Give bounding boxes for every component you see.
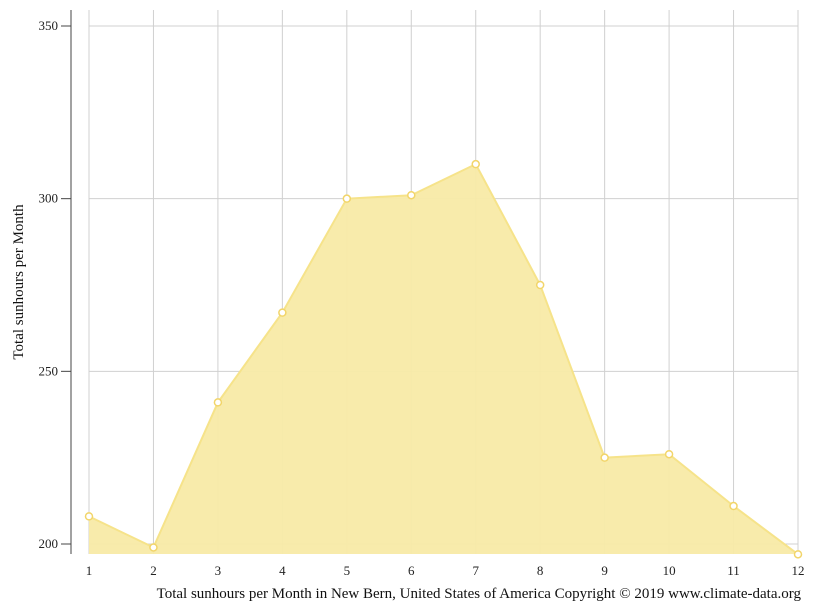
data-point-month-3[interactable] [213,398,223,407]
x-tick-label: 2 [150,563,157,578]
x-tick-label: 3 [215,563,222,578]
y-tick-label: 350 [39,18,59,33]
sunhours-series-line [88,162,799,556]
x-tick-label: 4 [279,563,286,578]
x-tick-label: 11 [727,563,740,578]
data-point-month-4[interactable] [278,308,287,317]
x-tick-label: 9 [601,563,608,578]
data-point-month-11[interactable] [729,501,738,511]
y-tick-label: 200 [39,536,59,551]
data-point-month-7[interactable] [471,159,480,169]
sunhours-area-fill [89,164,798,555]
data-point-month-6[interactable] [407,190,416,200]
x-tick-label: 12 [792,563,805,578]
x-tick-label: 5 [344,563,351,578]
y-axis-title: Total sunhours per Month [11,204,27,360]
chart-caption: Total sunhours per Month in New Bern, Un… [157,586,802,602]
data-point-month-12[interactable] [793,550,803,559]
y-tick-label: 250 [39,363,59,378]
data-point-month-9[interactable] [600,453,609,462]
data-point-month-8[interactable] [535,280,545,290]
y-tick-label: 300 [39,191,59,206]
x-tick-label: 6 [408,563,415,578]
data-point-month-2[interactable] [149,543,158,552]
x-tick-label: 7 [472,563,479,578]
data-point-month-1[interactable] [84,512,94,521]
data-point-month-5[interactable] [342,194,352,203]
x-tick-label: 10 [663,563,676,578]
x-tick-label: 1 [86,563,93,578]
data-point-month-10[interactable] [664,449,674,459]
x-tick-label: 8 [537,563,544,578]
